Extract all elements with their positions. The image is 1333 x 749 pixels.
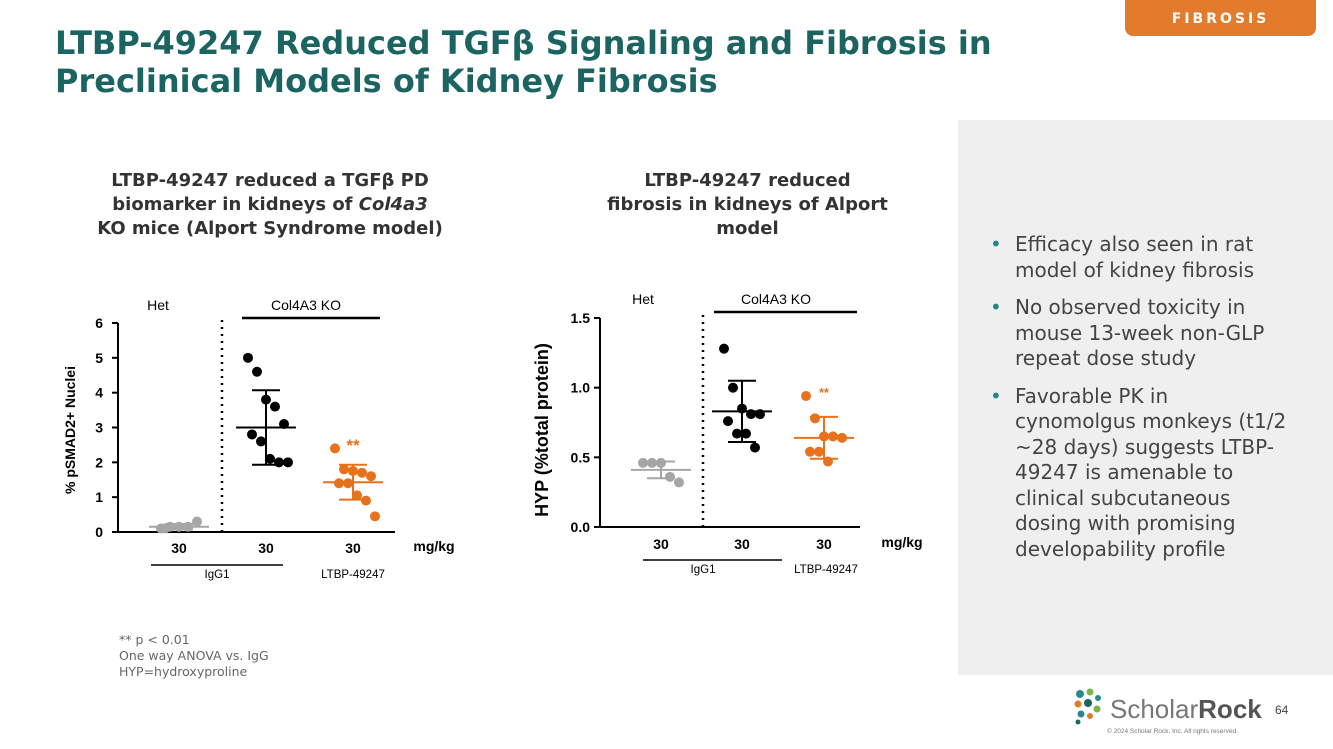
- title-part: LTBP-49247 reduced a TGFβ PD biomarker i…: [111, 170, 429, 215]
- x-tick-label: 30: [653, 536, 669, 552]
- data-point: [638, 457, 648, 468]
- data-point: [719, 343, 729, 354]
- logo: ScholarRock 64 © 2024 Scholar Rock, Inc.…: [1074, 688, 1289, 735]
- data-point: [247, 429, 257, 440]
- data-point: [366, 471, 376, 482]
- y-tick-label: 0: [95, 524, 103, 540]
- data-point: [252, 366, 262, 377]
- data-point: [270, 401, 280, 412]
- y-axis-label: HYP (%total protein): [532, 343, 552, 517]
- data-point: [370, 511, 380, 522]
- data-point: [274, 457, 284, 468]
- data-point: [339, 464, 349, 475]
- significance: **: [819, 385, 830, 400]
- footnote: One way ANOVA vs. IgG: [119, 648, 269, 663]
- data-point: [357, 467, 367, 478]
- y-axis-label: % pSMAD2+ Nuclei: [62, 366, 78, 494]
- title-part: LTBP-49247 reduced fibrosis in kidneys o…: [607, 170, 888, 239]
- title-part: KO mice (Alport Syndrome model): [97, 218, 443, 239]
- page-number: 64: [1275, 703, 1289, 717]
- bullet: Efficacy also seen in rat model of kidne…: [990, 232, 1290, 283]
- x-tick-label: 30: [258, 540, 274, 556]
- y-tick-label: 2: [95, 454, 103, 470]
- group-label: IgG1: [205, 569, 230, 581]
- y-tick-label: 1.0: [571, 380, 591, 396]
- group-label: LTBP-49247: [794, 564, 858, 576]
- footnote: HYP=hydroxyproline: [119, 664, 248, 679]
- data-point: [265, 453, 275, 464]
- bullet: No observed toxicity in mouse 13-week no…: [990, 295, 1290, 372]
- logo-part: Rock: [1198, 694, 1262, 724]
- data-point: [343, 478, 353, 489]
- group-label: Het: [147, 297, 169, 313]
- data-point: [647, 457, 657, 468]
- logo-part: Scholar: [1110, 694, 1198, 724]
- x-tick-label: 30: [171, 540, 187, 556]
- data-point: [256, 436, 266, 447]
- data-point: [192, 516, 202, 527]
- data-point: [810, 413, 820, 424]
- section-tag: FIBROSIS: [1125, 0, 1316, 36]
- data-point: [330, 443, 340, 454]
- y-tick-label: 1: [95, 489, 103, 505]
- y-tick-label: 1.5: [571, 310, 591, 326]
- bullet-list: Efficacy also seen in rat model of kidne…: [990, 232, 1290, 574]
- data-point: [283, 457, 293, 468]
- footnotes: ** p < 0.01 One way ANOVA vs. IgG HYP=hy…: [119, 632, 269, 680]
- x-tick-label: 30: [345, 540, 361, 556]
- group-label: Col4A3 KO: [271, 297, 341, 313]
- group-label: Het: [632, 291, 654, 307]
- data-point: [361, 495, 371, 506]
- chart-title: LTBP-49247 reduced fibrosis in kidneys o…: [605, 169, 890, 241]
- data-point: [160, 523, 170, 534]
- x-tick-label: 30: [816, 536, 832, 552]
- y-tick-label: 5: [95, 350, 103, 366]
- data-point: [334, 478, 344, 489]
- footnote: ** p < 0.01: [119, 632, 190, 647]
- data-point: [805, 446, 815, 457]
- bullet: Favorable PK in cynomolgus monkeys (t1/2…: [990, 384, 1290, 563]
- unit-label: mg/kg: [413, 538, 454, 554]
- slide-title: LTBP-49247 Reduced TGFβ Signaling and Fi…: [55, 24, 992, 100]
- title-part: Col4a3: [358, 194, 428, 215]
- copyright: © 2024 Scholar Rock, Inc. All rights res…: [1107, 727, 1238, 735]
- group-label: LTBP-49247: [321, 569, 385, 581]
- data-point: [728, 382, 738, 393]
- logo-icon: [1074, 688, 1101, 725]
- y-tick-label: 3: [95, 420, 103, 436]
- y-tick-label: 0.0: [571, 519, 591, 535]
- y-tick-label: 0.5: [571, 449, 591, 465]
- data-point: [814, 446, 824, 457]
- chart-title: LTBP-49247 reduced a TGFβ PD biomarker i…: [95, 169, 445, 241]
- significance: **: [346, 436, 360, 455]
- x-tick-label: 30: [734, 536, 750, 552]
- data-point: [750, 442, 760, 453]
- data-point: [723, 416, 733, 427]
- unit-label: mg/kg: [881, 534, 922, 550]
- y-tick-label: 6: [95, 315, 103, 331]
- data-point: [352, 490, 362, 501]
- y-tick-label: 4: [95, 385, 103, 401]
- group-label: Col4A3 KO: [741, 291, 811, 307]
- data-point: [674, 477, 684, 488]
- data-point: [828, 431, 838, 442]
- data-point: [801, 391, 811, 402]
- group-label: IgG1: [691, 564, 716, 576]
- data-point: [732, 428, 742, 439]
- data-point: [741, 428, 751, 439]
- data-point: [665, 471, 675, 482]
- logo-text: ScholarRock: [1110, 694, 1262, 724]
- data-point: [243, 352, 253, 363]
